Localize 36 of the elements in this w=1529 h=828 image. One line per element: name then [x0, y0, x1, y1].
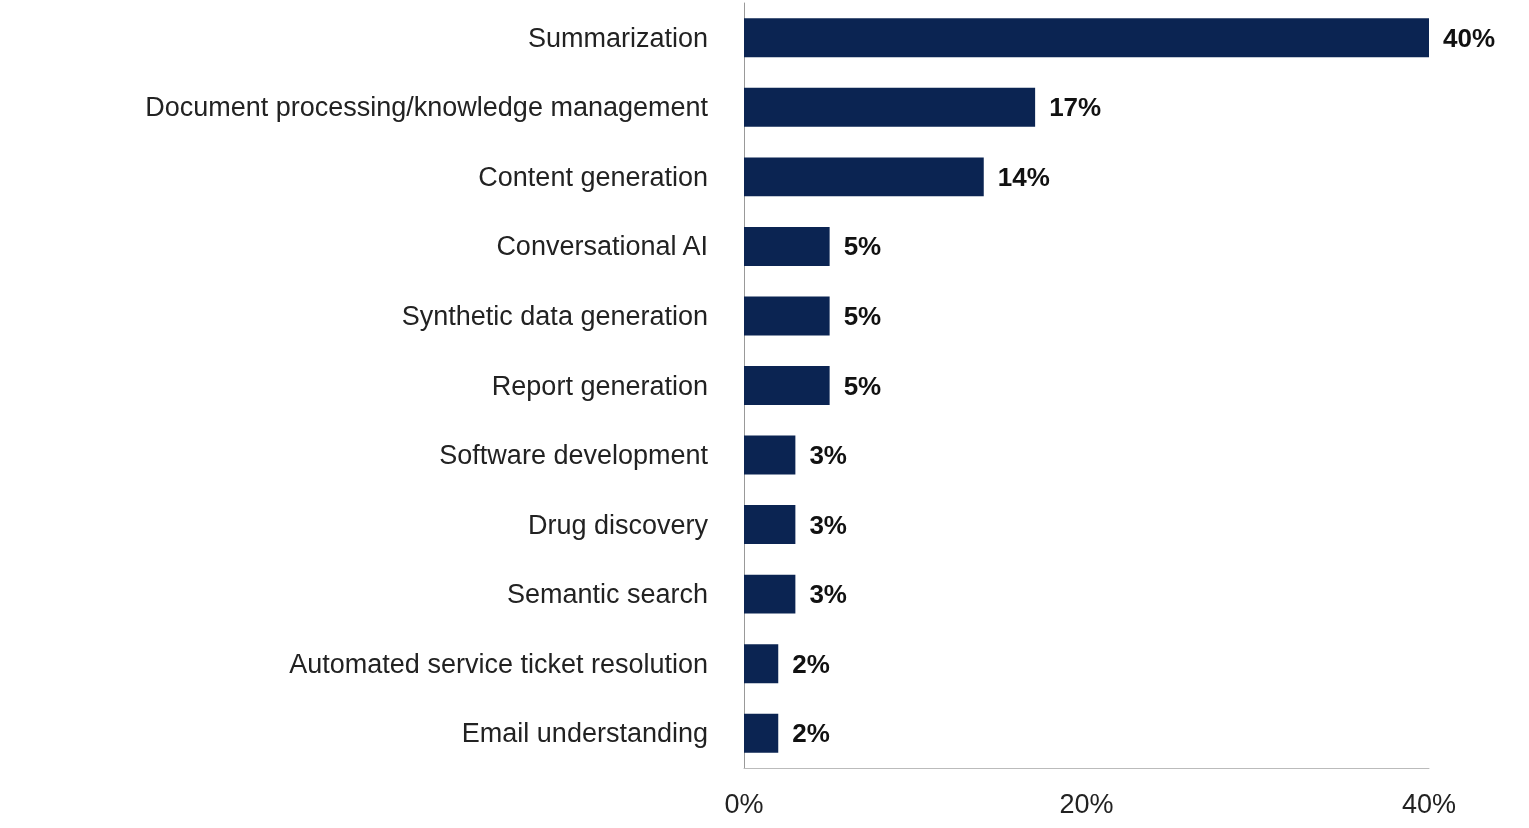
- x-tick-label: 0%: [724, 788, 764, 819]
- y-tick-label: Semantic search: [506, 579, 708, 610]
- data-label: 2%: [792, 648, 830, 679]
- y-tick-label: Software development: [439, 440, 709, 471]
- bar: [744, 574, 796, 614]
- bar: [744, 644, 779, 684]
- bar: [744, 157, 984, 197]
- data-label: 5%: [843, 370, 882, 401]
- bar: [744, 18, 1429, 58]
- bar: [744, 505, 796, 545]
- bar: [744, 296, 830, 336]
- data-label: 40%: [1443, 22, 1496, 53]
- x-tick-label: 40%: [1401, 788, 1457, 819]
- data-label: 3%: [809, 579, 847, 610]
- y-tick-label: Automated service ticket resolution: [289, 648, 708, 679]
- bar: [744, 87, 1036, 127]
- y-tick-label: Synthetic data generation: [401, 300, 708, 331]
- bar: [744, 226, 830, 266]
- y-tick-label: Summarization: [527, 22, 708, 53]
- data-label: 2%: [792, 718, 830, 749]
- bar: [744, 435, 796, 475]
- data-label: 14%: [997, 161, 1050, 192]
- y-tick-label: Report generation: [491, 370, 708, 401]
- bar: [744, 366, 830, 405]
- y-tick-label: Drug discovery: [527, 509, 709, 540]
- x-tick-label: 20%: [1059, 788, 1114, 819]
- bar: [744, 713, 779, 753]
- y-tick-label: Content generation: [478, 161, 708, 192]
- y-tick-label: Email understanding: [461, 718, 708, 749]
- y-tick-label: Conversational AI: [496, 231, 708, 262]
- data-label: 5%: [843, 300, 882, 331]
- data-label: 3%: [809, 509, 847, 540]
- data-label: 5%: [843, 231, 882, 262]
- data-label: 17%: [1049, 92, 1102, 123]
- y-tick-label: Document processing/knowledge management: [145, 92, 709, 123]
- data-label: 3%: [809, 440, 847, 471]
